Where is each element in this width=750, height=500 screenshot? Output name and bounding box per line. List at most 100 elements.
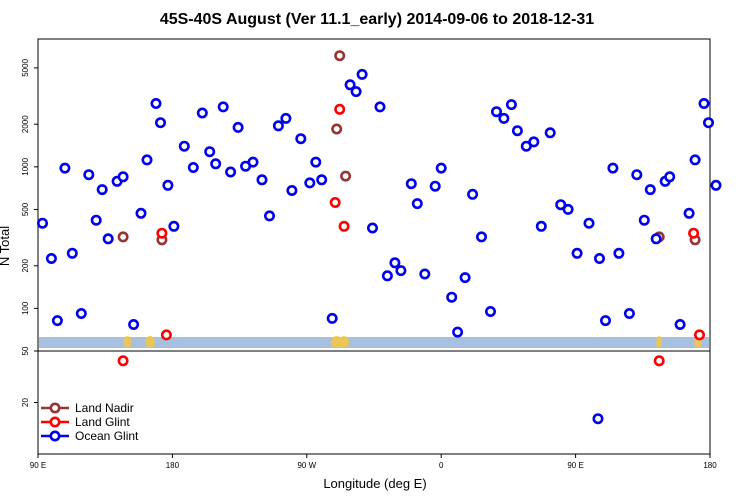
point-ocean-glint bbox=[204, 146, 216, 158]
point-ocean-glint bbox=[528, 136, 540, 148]
point-ocean-glint bbox=[389, 257, 401, 269]
point-ocean-glint bbox=[467, 188, 479, 200]
y-tick-label: 500 bbox=[21, 202, 30, 216]
point-ocean-glint bbox=[710, 179, 722, 191]
point-ocean-glint bbox=[419, 268, 431, 280]
point-ocean-glint bbox=[310, 156, 322, 168]
point-ocean-glint bbox=[475, 231, 487, 243]
y-tick-label: 50 bbox=[21, 346, 30, 355]
upper-plot-frame bbox=[37, 38, 711, 352]
point-ocean-glint bbox=[128, 318, 140, 330]
point-ocean-glint bbox=[544, 127, 556, 139]
point-ocean-glint bbox=[583, 217, 595, 229]
point-land-glint bbox=[334, 103, 346, 115]
point-land-nadir bbox=[340, 170, 352, 182]
x-tick-label: 90 E bbox=[30, 461, 46, 470]
legend-marker-land-glint bbox=[49, 416, 61, 428]
point-ocean-glint bbox=[395, 265, 407, 277]
point-ocean-glint bbox=[638, 214, 650, 226]
point-ocean-glint bbox=[51, 315, 63, 327]
point-land-glint bbox=[693, 329, 705, 341]
y-axis-label: N Total bbox=[0, 226, 12, 266]
legend-label-land-glint: Land Glint bbox=[75, 415, 130, 429]
land-band-marker bbox=[339, 336, 350, 348]
point-ocean-glint bbox=[613, 247, 625, 259]
point-ocean-glint bbox=[623, 307, 635, 319]
point-ocean-glint bbox=[664, 171, 676, 183]
point-ocean-glint bbox=[592, 413, 604, 425]
point-ocean-glint bbox=[381, 270, 393, 282]
point-ocean-glint bbox=[644, 184, 656, 196]
point-ocean-glint bbox=[593, 253, 605, 265]
y-tick-label: 100 bbox=[21, 301, 30, 315]
point-ocean-glint bbox=[96, 184, 108, 196]
x-tick-label: 180 bbox=[703, 461, 717, 470]
point-ocean-glint bbox=[102, 233, 114, 245]
point-ocean-glint bbox=[168, 220, 180, 232]
y-tick-label: 2000 bbox=[21, 115, 30, 133]
point-ocean-glint bbox=[459, 272, 471, 284]
chart-title: 45S-40S August (Ver 11.1_early) 2014-09-… bbox=[160, 11, 594, 28]
point-ocean-glint bbox=[280, 112, 292, 124]
point-ocean-glint bbox=[36, 217, 48, 229]
legend-label-ocean-glint: Ocean Glint bbox=[75, 429, 139, 443]
y-tick-label: 5000 bbox=[21, 58, 30, 76]
x-axis-label: Longitude (deg E) bbox=[323, 476, 426, 491]
point-ocean-glint bbox=[178, 140, 190, 152]
point-land-glint bbox=[160, 329, 172, 341]
point-ocean-glint bbox=[247, 156, 259, 168]
point-ocean-glint bbox=[607, 162, 619, 174]
point-land-glint bbox=[117, 355, 129, 367]
point-ocean-glint bbox=[446, 291, 458, 303]
land-band bbox=[39, 337, 709, 348]
y-tick-label: 1000 bbox=[21, 157, 30, 175]
point-ocean-glint bbox=[571, 247, 583, 259]
lower-plot-frame bbox=[37, 350, 711, 455]
point-ocean-glint bbox=[366, 222, 378, 234]
point-ocean-glint bbox=[326, 312, 338, 324]
point-ocean-glint bbox=[117, 171, 129, 183]
point-ocean-glint bbox=[59, 162, 71, 174]
point-ocean-glint bbox=[484, 305, 496, 317]
point-ocean-glint bbox=[187, 162, 199, 174]
x-tick-label: 180 bbox=[166, 461, 180, 470]
point-ocean-glint bbox=[350, 86, 362, 98]
point-ocean-glint bbox=[225, 166, 237, 178]
y-tick-label: 200 bbox=[21, 259, 30, 273]
point-land-nadir bbox=[331, 123, 343, 135]
point-ocean-glint bbox=[405, 178, 417, 190]
point-ocean-glint bbox=[490, 106, 502, 118]
point-land-nadir bbox=[334, 50, 346, 62]
y-tick-label: 20 bbox=[21, 398, 30, 407]
point-ocean-glint bbox=[435, 162, 447, 174]
legend-label-land-nadir: Land Nadir bbox=[75, 401, 134, 415]
point-land-glint bbox=[653, 355, 665, 367]
x-tick-label: 90 E bbox=[567, 461, 583, 470]
point-ocean-glint bbox=[498, 112, 510, 124]
point-ocean-glint bbox=[272, 120, 284, 132]
point-ocean-glint bbox=[232, 121, 244, 133]
point-ocean-glint bbox=[698, 98, 710, 110]
point-ocean-glint bbox=[217, 101, 229, 113]
point-ocean-glint bbox=[45, 253, 57, 265]
point-land-glint bbox=[688, 227, 700, 239]
point-ocean-glint bbox=[683, 207, 695, 219]
point-land-glint bbox=[338, 220, 350, 232]
point-ocean-glint bbox=[304, 177, 316, 189]
point-ocean-glint bbox=[75, 307, 87, 319]
point-ocean-glint bbox=[674, 318, 686, 330]
point-land-nadir bbox=[117, 231, 129, 243]
point-ocean-glint bbox=[555, 199, 567, 211]
point-ocean-glint bbox=[702, 117, 714, 129]
point-ocean-glint bbox=[141, 154, 153, 166]
point-ocean-glint bbox=[66, 247, 78, 259]
point-ocean-glint bbox=[505, 99, 517, 111]
point-ocean-glint bbox=[295, 133, 307, 145]
point-ocean-glint bbox=[155, 117, 167, 129]
point-ocean-glint bbox=[356, 68, 368, 80]
point-ocean-glint bbox=[162, 179, 174, 191]
land-band-marker bbox=[656, 336, 663, 348]
point-ocean-glint bbox=[411, 198, 423, 210]
point-ocean-glint bbox=[689, 154, 701, 166]
